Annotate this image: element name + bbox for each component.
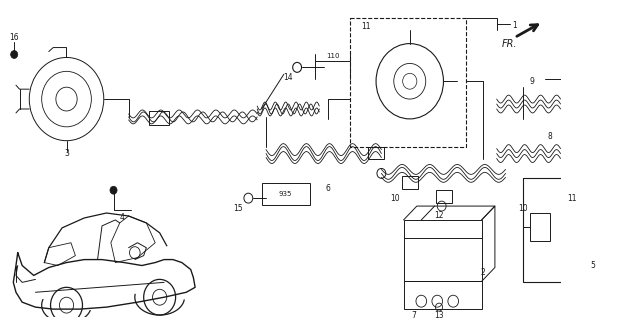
Text: 1: 1 <box>512 21 517 30</box>
Text: 11: 11 <box>568 194 577 203</box>
Bar <box>523 178 632 282</box>
Text: 935: 935 <box>279 191 292 197</box>
Bar <box>404 281 482 309</box>
Text: 6: 6 <box>325 184 331 193</box>
Text: 15: 15 <box>233 204 243 212</box>
Text: FR.: FR. <box>502 39 518 49</box>
Text: 16: 16 <box>9 33 19 42</box>
Bar <box>402 176 418 189</box>
Text: 2: 2 <box>480 268 485 277</box>
Circle shape <box>11 51 18 59</box>
Text: 3: 3 <box>64 149 69 158</box>
Bar <box>368 147 384 158</box>
Bar <box>149 111 169 125</box>
Text: 9: 9 <box>530 77 535 86</box>
Text: 10: 10 <box>518 204 528 212</box>
Text: 10: 10 <box>390 194 399 203</box>
Circle shape <box>110 186 117 194</box>
Text: 110: 110 <box>326 53 339 60</box>
Text: 14: 14 <box>283 73 293 82</box>
Text: 5: 5 <box>590 261 595 270</box>
Bar <box>530 213 550 241</box>
Bar <box>621 230 632 245</box>
Text: 12: 12 <box>434 212 444 220</box>
Text: 8: 8 <box>547 132 552 141</box>
Bar <box>404 220 482 281</box>
Text: 13: 13 <box>434 310 444 320</box>
Text: 11: 11 <box>361 22 370 31</box>
Bar <box>436 190 453 203</box>
Bar <box>350 18 466 147</box>
Text: 4: 4 <box>120 213 125 222</box>
Bar <box>262 183 310 205</box>
Text: 7: 7 <box>412 310 416 320</box>
